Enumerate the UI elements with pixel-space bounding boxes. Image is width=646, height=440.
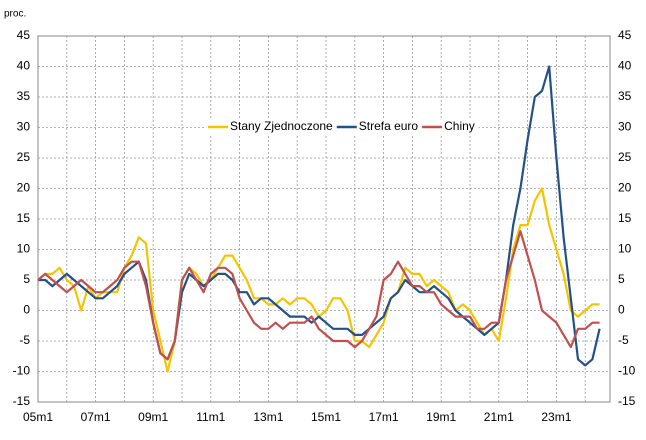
y-tick-label: 25 <box>17 150 31 164</box>
y2-tick-label: 10 <box>618 242 632 256</box>
y2-tick-label: 5 <box>618 272 625 286</box>
y-tick-label: 30 <box>17 120 31 134</box>
legend-label: Chiny <box>444 119 475 133</box>
legend-label: Stany Zjednoczone <box>230 119 333 133</box>
y-tick-label: 10 <box>17 242 31 256</box>
y2-tick-label: 15 <box>618 211 632 225</box>
x-tick-label: 17m1 <box>369 410 399 424</box>
x-tick-label: 19m1 <box>426 410 456 424</box>
y2-tick-label: 30 <box>618 120 632 134</box>
series-line <box>37 230 600 361</box>
x-tick-label: 05m1 <box>23 410 53 424</box>
y-unit-label: proc. <box>4 9 26 20</box>
series-line <box>38 65 601 367</box>
y2-tick-label: -10 <box>618 364 636 378</box>
x-tick-label: 21m1 <box>484 410 514 424</box>
y-tick-label: -15 <box>13 394 31 408</box>
plot-frame <box>37 35 611 403</box>
y2-tick-label: 45 <box>618 28 632 42</box>
y2-tick-label: -15 <box>618 394 636 408</box>
y2-tick-label: 20 <box>618 181 632 195</box>
x-tick-label: 23m1 <box>541 410 571 424</box>
x-tick-label: 13m1 <box>253 410 283 424</box>
y-tick-label: 5 <box>23 272 30 286</box>
y-tick-label: 15 <box>17 211 31 225</box>
x-tick-label: 09m1 <box>138 410 168 424</box>
y-tick-label: -5 <box>19 333 30 347</box>
y-tick-label: 40 <box>17 59 31 73</box>
y2-tick-label: 40 <box>618 59 632 73</box>
y-tick-label: 20 <box>17 181 31 195</box>
y-tick-label: 35 <box>17 89 31 103</box>
y-tick-label: 45 <box>17 28 31 42</box>
y2-tick-label: 25 <box>618 150 632 164</box>
y-tick-label: 0 <box>23 303 30 317</box>
y2-tick-label: 35 <box>618 89 632 103</box>
x-tick-label: 07m1 <box>81 410 111 424</box>
y-tick-label: -10 <box>13 364 31 378</box>
x-tick-label: 11m1 <box>196 410 225 424</box>
y2-tick-label: -5 <box>618 333 629 347</box>
x-tick-label: 15m1 <box>311 410 341 424</box>
legend-label: Strefa euro <box>359 119 419 133</box>
y2-tick-label: 0 <box>618 303 625 317</box>
